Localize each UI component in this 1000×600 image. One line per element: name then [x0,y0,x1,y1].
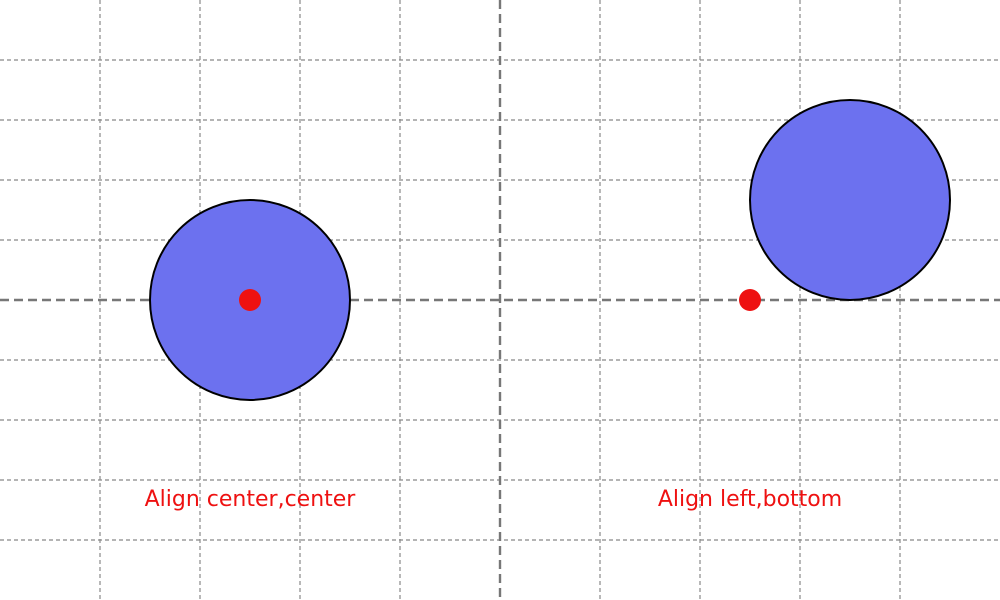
left-panel: Align center,center [145,199,357,512]
right-circle [749,99,951,301]
left-anchor-point [239,289,261,311]
left-caption: Align center,center [145,487,357,512]
right-anchor-point [739,289,761,311]
right-caption: Align left,bottom [658,487,842,512]
right-panel: Align left,bottom [658,99,951,512]
